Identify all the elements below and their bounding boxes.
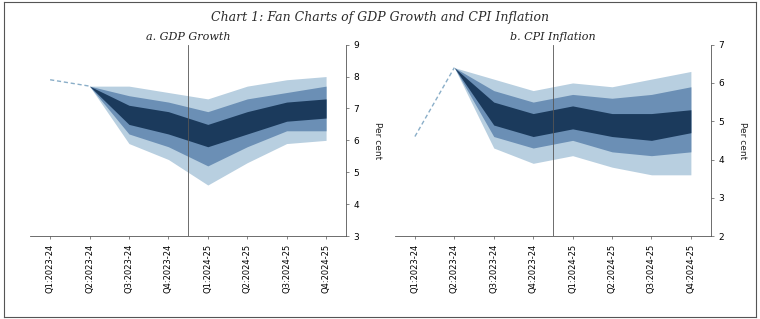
Title: b. CPI Inflation: b. CPI Inflation [510, 33, 596, 42]
Text: Chart 1: Fan Charts of GDP Growth and CPI Inflation: Chart 1: Fan Charts of GDP Growth and CP… [211, 11, 549, 24]
Title: a. GDP Growth: a. GDP Growth [146, 33, 230, 42]
Y-axis label: Per cent: Per cent [373, 122, 382, 159]
Y-axis label: Per cent: Per cent [738, 122, 747, 159]
